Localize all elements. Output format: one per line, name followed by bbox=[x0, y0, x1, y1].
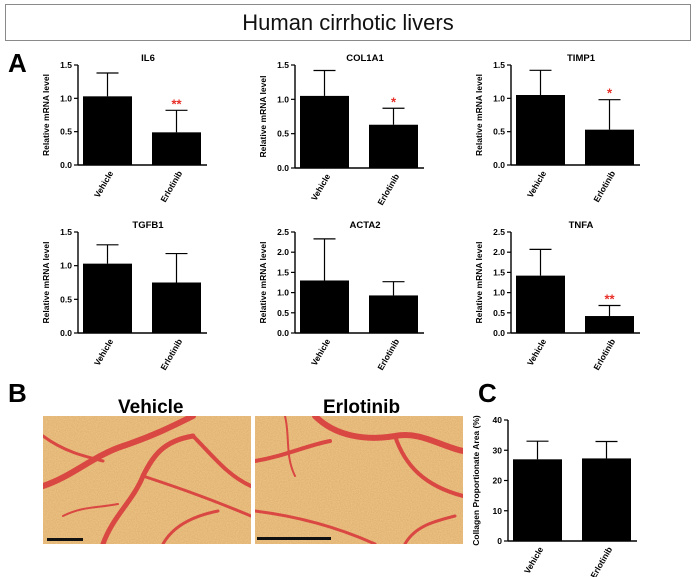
panel-label-b: B bbox=[8, 378, 27, 408]
y-tick-label: 0.0 bbox=[60, 328, 72, 338]
significance-marker: ** bbox=[171, 96, 182, 111]
y-tick-label: 1.0 bbox=[277, 288, 289, 298]
y-tick-label: 1.0 bbox=[277, 94, 289, 104]
y-tick-label: 0 bbox=[497, 536, 502, 546]
y-axis-label: Relative mRNA level bbox=[258, 76, 268, 158]
x-tick-label: Erlotinib bbox=[591, 337, 617, 372]
bar-vehicle bbox=[300, 95, 349, 168]
y-tick-label: 1.5 bbox=[493, 60, 505, 70]
chart-timp1: 0.0 0.5 1.0 1.5 Relative mRNA level TIMP1 Vehi… bbox=[474, 53, 640, 204]
significance-marker: ** bbox=[604, 292, 615, 307]
histology-erlotinib-title: Erlotinib bbox=[323, 397, 401, 418]
histology-vehicle-title: Vehicle bbox=[118, 397, 184, 418]
chart-collagen-area: 0 10 20 30 40 Collagen Proportionate Area (%)… bbox=[471, 415, 637, 577]
figure-title-box: Human cirrhotic livers bbox=[5, 4, 691, 41]
bar-vehicle bbox=[83, 263, 132, 333]
x-tick-label: Erlotinib bbox=[375, 172, 401, 207]
bar-vehicle bbox=[300, 280, 349, 333]
chart-tnfa: 0.0 0.5 1.0 1.5 2.0 2.5 Relative mRNA level TNF… bbox=[474, 220, 640, 372]
bar-vehicle bbox=[516, 95, 565, 165]
y-tick-label: 2.0 bbox=[277, 247, 289, 257]
chart-title: TNFA bbox=[569, 220, 594, 231]
y-tick-label: 0.5 bbox=[493, 127, 505, 137]
x-tick-label: Vehicle bbox=[522, 545, 545, 576]
y-tick-label: 1.5 bbox=[60, 227, 72, 237]
bar-erlotinib bbox=[152, 132, 201, 165]
chart-il6: 0.0 0.5 1.0 1.5 Relative mRNA level IL6 Vehicl… bbox=[41, 53, 207, 204]
x-tick-label: Erlotinib bbox=[375, 337, 401, 372]
y-tick-label: 1.0 bbox=[493, 288, 505, 298]
y-axis-label: Collagen Proportionate Area (%) bbox=[471, 415, 481, 546]
histology-vehicle-image bbox=[43, 416, 251, 544]
panel-label-a: A bbox=[8, 48, 27, 78]
y-tick-label: 1.5 bbox=[493, 267, 505, 277]
y-tick-label: 0.0 bbox=[277, 328, 289, 338]
bar-erlotinib bbox=[152, 282, 201, 333]
chart-title: TIMP1 bbox=[567, 53, 596, 64]
x-tick-label: Vehicle bbox=[525, 169, 548, 200]
y-tick-label: 0.5 bbox=[277, 308, 289, 318]
x-tick-label: Erlotinib bbox=[591, 169, 617, 204]
x-tick-label: Vehicle bbox=[309, 172, 332, 203]
y-tick-label: 1.0 bbox=[493, 93, 505, 103]
y-tick-label: 0.5 bbox=[60, 294, 72, 304]
y-tick-label: 1.0 bbox=[60, 261, 72, 271]
figure-title: Human cirrhotic livers bbox=[242, 9, 454, 35]
chart-col1a1: 0.0 0.5 1.0 1.5 Relative mRNA level COL1A1 Veh… bbox=[258, 53, 424, 207]
chart-acta2: 0.0 0.5 1.0 1.5 2.0 2.5 Relative mRNA level ACT… bbox=[258, 220, 424, 372]
bar-vehicle bbox=[513, 459, 562, 541]
y-tick-label: 40 bbox=[493, 415, 503, 425]
y-tick-label: 1.5 bbox=[60, 60, 72, 70]
x-tick-label: Erlotinib bbox=[588, 545, 614, 577]
significance-marker: * bbox=[391, 94, 397, 109]
y-tick-label: 2.5 bbox=[493, 227, 505, 237]
x-tick-label: Vehicle bbox=[309, 337, 332, 368]
y-tick-label: 20 bbox=[493, 476, 503, 486]
bar-erlotinib bbox=[369, 295, 418, 333]
y-tick-label: 1.0 bbox=[60, 93, 72, 103]
chart-title: COL1A1 bbox=[346, 53, 384, 64]
x-tick-label: Erlotinib bbox=[158, 169, 184, 204]
y-axis-label: Relative mRNA level bbox=[41, 242, 51, 324]
y-axis-label: Relative mRNA level bbox=[474, 74, 484, 156]
x-tick-label: Vehicle bbox=[92, 169, 115, 200]
y-tick-label: 10 bbox=[493, 506, 503, 516]
y-tick-label: 0.5 bbox=[493, 308, 505, 318]
y-tick-label: 0.0 bbox=[60, 160, 72, 170]
histology-erlotinib-image bbox=[255, 416, 463, 544]
bar-vehicle bbox=[516, 275, 565, 333]
y-tick-label: 1.5 bbox=[277, 267, 289, 277]
y-tick-label: 0.0 bbox=[277, 163, 289, 173]
significance-marker: * bbox=[607, 86, 613, 101]
y-tick-label: 0.5 bbox=[60, 127, 72, 137]
y-axis-label: Relative mRNA level bbox=[258, 242, 268, 324]
bar-erlotinib bbox=[585, 316, 634, 333]
y-axis-label: Relative mRNA level bbox=[41, 74, 51, 156]
x-tick-label: Vehicle bbox=[525, 337, 548, 368]
y-tick-label: 0.0 bbox=[493, 328, 505, 338]
x-tick-label: Vehicle bbox=[92, 337, 115, 368]
chart-tgfb1: 0.0 0.5 1.0 1.5 Relative mRNA level TGFB1 Vehi… bbox=[41, 220, 207, 372]
y-tick-label: 0.0 bbox=[493, 160, 505, 170]
bar-erlotinib bbox=[582, 458, 631, 541]
chart-title: ACTA2 bbox=[350, 220, 381, 231]
y-axis-label: Relative mRNA level bbox=[474, 242, 484, 324]
chart-title: TGFB1 bbox=[132, 220, 164, 231]
y-tick-label: 0.5 bbox=[277, 129, 289, 139]
bar-erlotinib bbox=[369, 124, 418, 168]
y-tick-label: 30 bbox=[493, 445, 503, 455]
panel-label-c: C bbox=[478, 378, 497, 408]
y-tick-label: 2.5 bbox=[277, 227, 289, 237]
bar-vehicle bbox=[83, 96, 132, 165]
chart-title: IL6 bbox=[141, 53, 155, 64]
y-tick-label: 2.0 bbox=[493, 247, 505, 257]
y-tick-label: 1.5 bbox=[277, 60, 289, 70]
x-tick-label: Erlotinib bbox=[158, 337, 184, 372]
bar-erlotinib bbox=[585, 129, 634, 165]
